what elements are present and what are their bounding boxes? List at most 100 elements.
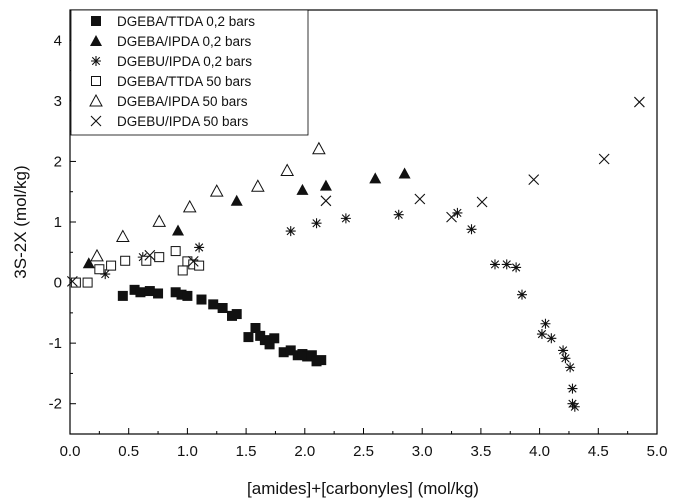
legend-marker (90, 35, 102, 46)
data-point (82, 277, 93, 288)
data-point (369, 172, 382, 184)
data-point (540, 318, 551, 329)
data-point (311, 218, 322, 229)
data-point (106, 260, 117, 271)
legend-marker (91, 76, 101, 86)
data-point (100, 269, 111, 280)
data-point (120, 255, 131, 266)
legend-label: DGEBA/IPDA 0,2 bars (117, 34, 252, 49)
data-point (153, 288, 164, 299)
y-axis-title: 3S-2X (mol/kg) (11, 165, 30, 278)
data-point (250, 179, 265, 192)
y-tick-label: 2 (54, 153, 62, 170)
series-5 (66, 96, 645, 287)
data-point (393, 209, 404, 220)
data-point (452, 207, 463, 218)
y-tick-label: -1 (49, 335, 62, 352)
legend-frame (70, 9, 309, 136)
data-point (414, 193, 426, 205)
data-point (144, 249, 156, 261)
data-point (536, 329, 547, 340)
data-point (634, 96, 645, 108)
data-point (565, 362, 576, 373)
legend-marker (91, 16, 101, 26)
data-point (182, 290, 193, 301)
series-2 (100, 207, 580, 412)
y-tick-label: 3 (54, 93, 62, 110)
data-point (320, 195, 332, 207)
series-3 (70, 246, 205, 288)
data-point (194, 260, 205, 271)
data-point (196, 294, 207, 305)
legend: DGEBA/TTDA 0,2 bars DGEBA/IPDA 0,2 bars DG… (70, 9, 309, 136)
data-point (264, 339, 275, 350)
data-point (187, 255, 199, 267)
data-point (176, 289, 187, 300)
data-point (154, 252, 165, 263)
data-point (217, 303, 228, 314)
data-point (194, 242, 205, 253)
data-point (278, 347, 289, 358)
data-point (446, 211, 457, 223)
data-point (558, 345, 569, 356)
legend-label: DGEBA/TTDA 0,2 bars (117, 14, 255, 29)
data-points (66, 96, 645, 412)
data-point (340, 213, 351, 224)
data-point (177, 265, 188, 276)
y-tick-label: 1 (54, 214, 62, 231)
series-1 (82, 167, 411, 269)
data-point (170, 246, 181, 257)
data-point (398, 167, 411, 179)
data-point (560, 353, 571, 364)
data-point (170, 287, 181, 298)
x-tick-label: 2.5 (353, 443, 374, 460)
data-point (135, 287, 146, 298)
x-tick-label: 1.0 (177, 443, 198, 460)
data-point (172, 224, 185, 236)
data-point (598, 153, 610, 165)
x-tick-label: 0.5 (118, 443, 139, 460)
x-tick-label: 1.5 (236, 443, 257, 460)
data-point (152, 214, 167, 227)
data-point (516, 289, 527, 300)
data-point (243, 332, 254, 343)
series-0 (117, 284, 327, 367)
data-point (476, 196, 488, 208)
x-tick-label: 3.5 (470, 443, 491, 460)
y-tick-label: -2 (49, 396, 62, 413)
legend-marker (89, 93, 103, 107)
data-point (501, 259, 512, 270)
data-point (70, 277, 81, 288)
data-point (269, 333, 280, 344)
legend-label: DGEBU/IPDA 0,2 bars (117, 54, 252, 69)
data-point (141, 255, 152, 266)
data-point (144, 286, 155, 297)
data-point (182, 199, 197, 213)
data-point (209, 184, 224, 197)
axis-ticks: 0.0 0.5 1.0 1.5 2.0 2.5 3.0 3.5 4.0 4.5 5.0 -2 -1 0 1 2… (49, 9, 668, 460)
legend-marker (91, 56, 101, 66)
data-point (296, 183, 309, 195)
data-point (231, 309, 242, 320)
y-tick-label: 0 (54, 275, 62, 292)
data-point (306, 350, 317, 361)
data-point (82, 257, 95, 269)
data-point (489, 259, 500, 270)
data-point (511, 262, 522, 273)
data-point (117, 290, 128, 301)
data-point (250, 323, 261, 333)
data-point (312, 141, 326, 155)
data-point (285, 345, 296, 356)
x-tick-label: 4.0 (529, 443, 550, 460)
data-point (528, 174, 540, 185)
x-axis-title: [amides]+[carbonyles] (mol/kg) (247, 479, 479, 498)
data-point (280, 163, 295, 177)
data-point (90, 248, 104, 262)
legend-label: DGEBA/TTDA 50 bars (117, 74, 252, 89)
data-point (569, 401, 580, 412)
legend-label: DGEBU/IPDA 50 bars (117, 114, 249, 129)
data-point (285, 226, 296, 237)
x-tick-label: 4.5 (588, 443, 609, 460)
x-tick-label: 5.0 (647, 443, 668, 460)
